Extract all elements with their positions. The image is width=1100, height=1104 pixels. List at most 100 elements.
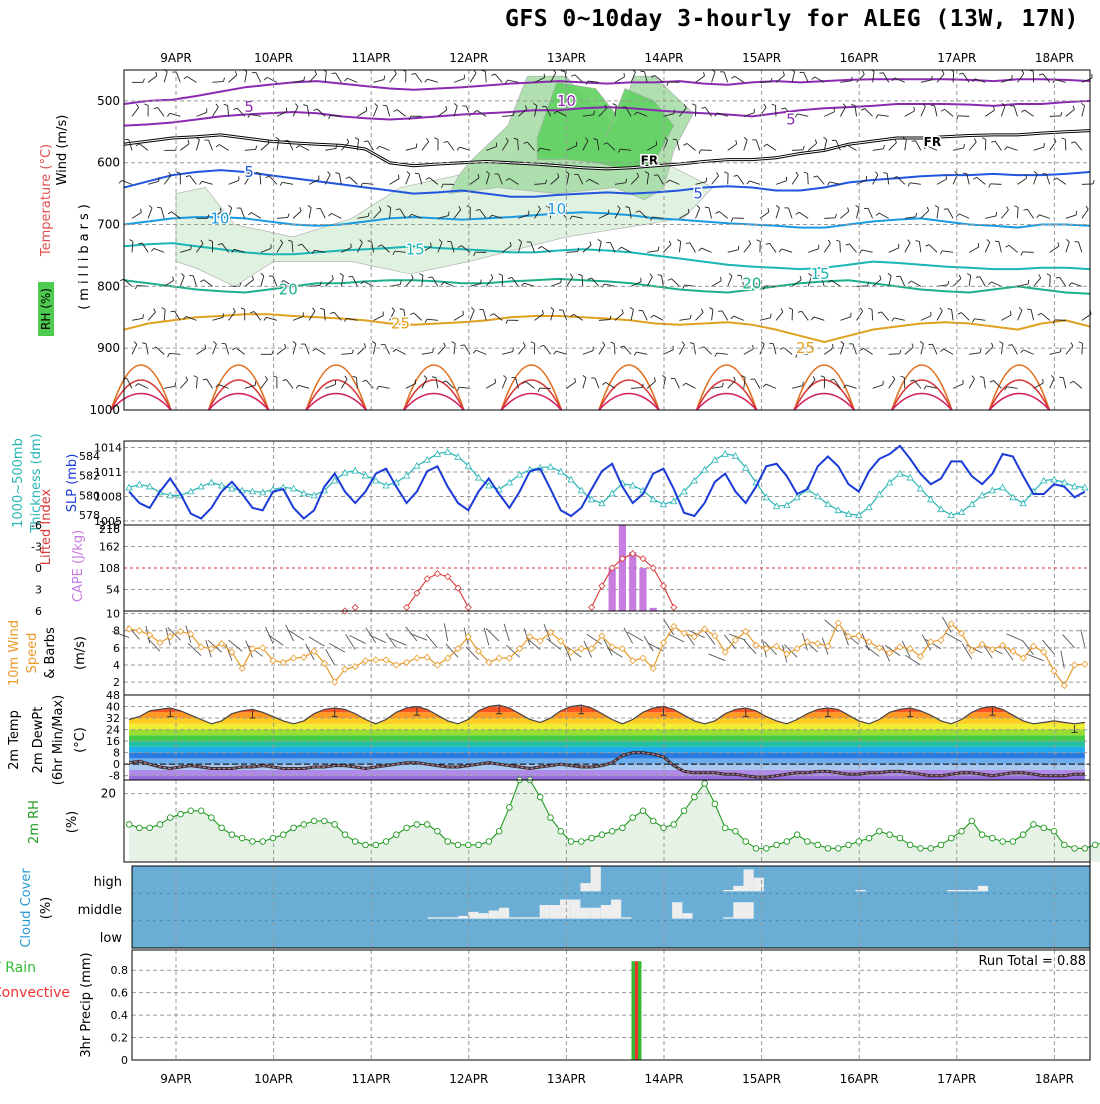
rh2m-point [270, 835, 276, 841]
thickness-point [712, 457, 718, 463]
wind-barb-flag [699, 150, 701, 154]
wind-barb-flag [460, 345, 464, 346]
wind-barb [878, 115, 889, 117]
wind-barb [766, 384, 776, 388]
wind-barb-flag [205, 345, 206, 349]
isotherm-label: 15 [406, 240, 425, 258]
wind-barb-flag [821, 376, 825, 378]
wind-barb-flag [662, 375, 665, 377]
low-level-temp-contour [111, 365, 171, 410]
rh2m-point [1000, 839, 1006, 845]
wind-barb [508, 80, 519, 82]
rh2m-point [476, 842, 482, 848]
panel-label: Cloud Cover [19, 868, 34, 948]
wind-barb [905, 243, 910, 253]
wind-barb [808, 249, 818, 253]
temp-tick-label: 8 [113, 747, 120, 760]
date-label-top: 12APR [449, 51, 488, 65]
wind-barb-flag [781, 108, 785, 109]
wind-barb-flag [364, 141, 368, 142]
wind-barb [366, 380, 373, 388]
wind10-barb [349, 635, 365, 643]
wind-barb-flag [757, 240, 761, 242]
cloud-middle-bar [499, 908, 509, 919]
wind-barb-flag [654, 377, 655, 381]
precip-tick-label: 0.2 [111, 1032, 129, 1045]
wind-barb-flag [603, 342, 605, 345]
cloud-middle-bar [682, 913, 692, 918]
wind-barb [933, 344, 937, 354]
wind-barb-flag [916, 213, 917, 217]
wind-barb-flag [329, 213, 332, 216]
lifted-index-tick-label: 3 [35, 584, 42, 597]
wind-barb-flag [296, 385, 298, 388]
wind-barb [164, 72, 167, 83]
wind10-point [1072, 662, 1078, 668]
rh2m-point [486, 839, 492, 845]
wind-barb-flag [377, 146, 380, 149]
cloud-high-bar [591, 867, 601, 892]
thickness-point [558, 469, 564, 475]
wind-barb [712, 281, 722, 287]
rh2m-point [404, 825, 410, 831]
wind-barb-flag [410, 313, 414, 315]
wind-barb [792, 386, 803, 389]
wind-barb [937, 74, 944, 82]
wind-barb-flag [654, 175, 658, 176]
rh2m-point [394, 832, 400, 838]
wind-barb [1082, 209, 1088, 218]
wind-barb [840, 344, 843, 354]
low-level-temp-contour [209, 380, 269, 410]
thickness-point [835, 507, 841, 512]
wind-barb [709, 208, 712, 219]
wind-barb-flag [717, 172, 719, 175]
wind-barb [213, 344, 217, 354]
wind-barb [776, 312, 783, 321]
wind-barb [207, 379, 213, 388]
wind-barb-flag [188, 140, 189, 144]
thk-slp-panel-frame [124, 441, 1090, 525]
cloud-middle-bar [560, 900, 570, 919]
wind-barb [148, 76, 157, 83]
temp-color-band [124, 741, 1090, 747]
wind-barb-flag [841, 341, 844, 344]
wind-barb-flag [843, 104, 846, 107]
lifted-index-point [352, 604, 358, 610]
cloud-middle-bar [743, 902, 753, 918]
wind-barb-flag [999, 342, 1002, 344]
wind-barb-flag [610, 342, 614, 343]
wind10-speed-line [129, 623, 1085, 686]
panel-label: Convective [0, 985, 70, 1001]
wind-barb-flag [851, 105, 855, 106]
wind-barb [454, 343, 455, 354]
wind-barb-flag [233, 348, 236, 350]
rh2m-point [671, 822, 677, 828]
wind-barb [889, 354, 900, 355]
wind-barb-flag [650, 274, 653, 277]
wind-barb-flag [266, 176, 270, 177]
isotherm-label: 20 [742, 274, 761, 292]
wind-barb-flag [444, 343, 446, 347]
wind-barb-flag [428, 277, 432, 278]
wind-barb [735, 76, 744, 82]
wind-barb-flag [832, 344, 833, 348]
wind-barb [985, 242, 989, 252]
wind-barb-flag [138, 243, 142, 244]
wind-barb-flag [320, 282, 321, 286]
wind-barb [282, 182, 293, 184]
wind-barb [945, 109, 953, 116]
wind-barb [744, 140, 747, 150]
thickness-point [455, 454, 461, 460]
rh2m-point [1072, 846, 1078, 852]
wind-barb-flag [699, 248, 702, 251]
rh2m-point [609, 828, 615, 834]
wind-barb-flag [506, 320, 508, 324]
wind-barb [595, 378, 599, 388]
wind10-barb [410, 634, 427, 640]
rh2m-point [229, 832, 235, 838]
wind-barb-flag [578, 248, 579, 252]
wind-barb [756, 140, 760, 150]
cloud-middle-bar [468, 912, 478, 919]
cloud-middle-bar [591, 908, 601, 919]
wind-barb-flag [766, 243, 770, 244]
